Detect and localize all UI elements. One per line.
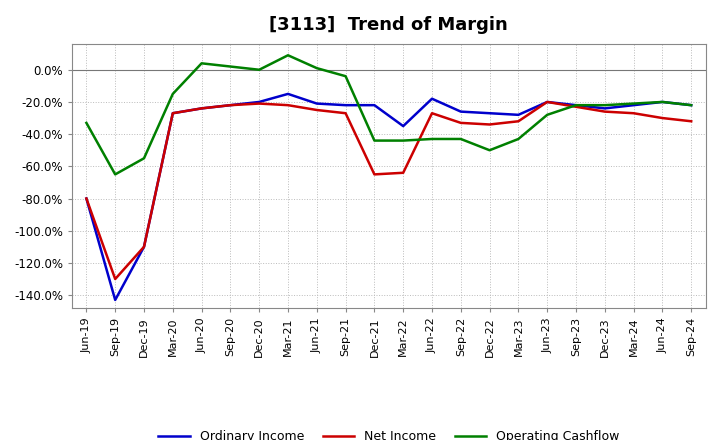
Ordinary Income bbox=[485, 110, 494, 116]
Net Income bbox=[456, 120, 465, 125]
Ordinary Income bbox=[341, 103, 350, 108]
Net Income bbox=[572, 104, 580, 110]
Ordinary Income bbox=[226, 103, 235, 108]
Ordinary Income bbox=[140, 244, 148, 249]
Line: Operating Cashflow: Operating Cashflow bbox=[86, 55, 691, 174]
Operating Cashflow bbox=[600, 103, 609, 108]
Net Income bbox=[312, 107, 321, 113]
Ordinary Income bbox=[629, 103, 638, 108]
Ordinary Income bbox=[456, 109, 465, 114]
Ordinary Income bbox=[600, 106, 609, 111]
Net Income bbox=[629, 110, 638, 116]
Line: Net Income: Net Income bbox=[86, 102, 691, 279]
Operating Cashflow bbox=[284, 53, 292, 58]
Operating Cashflow bbox=[312, 66, 321, 71]
Ordinary Income bbox=[168, 110, 177, 116]
Net Income bbox=[687, 119, 696, 124]
Net Income bbox=[168, 110, 177, 116]
Net Income bbox=[197, 106, 206, 111]
Ordinary Income bbox=[370, 103, 379, 108]
Ordinary Income bbox=[687, 103, 696, 108]
Operating Cashflow bbox=[255, 67, 264, 73]
Ordinary Income bbox=[658, 99, 667, 105]
Net Income bbox=[284, 103, 292, 108]
Title: [3113]  Trend of Margin: [3113] Trend of Margin bbox=[269, 16, 508, 34]
Net Income bbox=[111, 276, 120, 282]
Operating Cashflow bbox=[514, 136, 523, 142]
Net Income bbox=[658, 115, 667, 121]
Operating Cashflow bbox=[370, 138, 379, 143]
Net Income bbox=[140, 244, 148, 249]
Operating Cashflow bbox=[658, 99, 667, 105]
Net Income bbox=[226, 103, 235, 108]
Net Income bbox=[82, 196, 91, 201]
Ordinary Income bbox=[514, 112, 523, 117]
Ordinary Income bbox=[399, 124, 408, 129]
Net Income bbox=[255, 101, 264, 106]
Operating Cashflow bbox=[687, 103, 696, 108]
Net Income bbox=[370, 172, 379, 177]
Operating Cashflow bbox=[456, 136, 465, 142]
Operating Cashflow bbox=[572, 103, 580, 108]
Net Income bbox=[600, 109, 609, 114]
Ordinary Income bbox=[312, 101, 321, 106]
Operating Cashflow bbox=[485, 147, 494, 153]
Ordinary Income bbox=[572, 103, 580, 108]
Net Income bbox=[514, 119, 523, 124]
Operating Cashflow bbox=[82, 120, 91, 125]
Net Income bbox=[485, 122, 494, 127]
Net Income bbox=[428, 110, 436, 116]
Operating Cashflow bbox=[399, 138, 408, 143]
Operating Cashflow bbox=[111, 172, 120, 177]
Ordinary Income bbox=[82, 196, 91, 201]
Net Income bbox=[543, 99, 552, 105]
Operating Cashflow bbox=[428, 136, 436, 142]
Operating Cashflow bbox=[140, 156, 148, 161]
Ordinary Income bbox=[111, 297, 120, 303]
Ordinary Income bbox=[284, 91, 292, 96]
Operating Cashflow bbox=[168, 91, 177, 96]
Net Income bbox=[341, 110, 350, 116]
Operating Cashflow bbox=[629, 101, 638, 106]
Ordinary Income bbox=[255, 99, 264, 105]
Ordinary Income bbox=[197, 106, 206, 111]
Net Income bbox=[399, 170, 408, 176]
Operating Cashflow bbox=[226, 64, 235, 69]
Legend: Ordinary Income, Net Income, Operating Cashflow: Ordinary Income, Net Income, Operating C… bbox=[153, 425, 624, 440]
Operating Cashflow bbox=[197, 61, 206, 66]
Operating Cashflow bbox=[543, 112, 552, 117]
Ordinary Income bbox=[543, 99, 552, 105]
Operating Cashflow bbox=[341, 73, 350, 79]
Line: Ordinary Income: Ordinary Income bbox=[86, 94, 691, 300]
Ordinary Income bbox=[428, 96, 436, 101]
